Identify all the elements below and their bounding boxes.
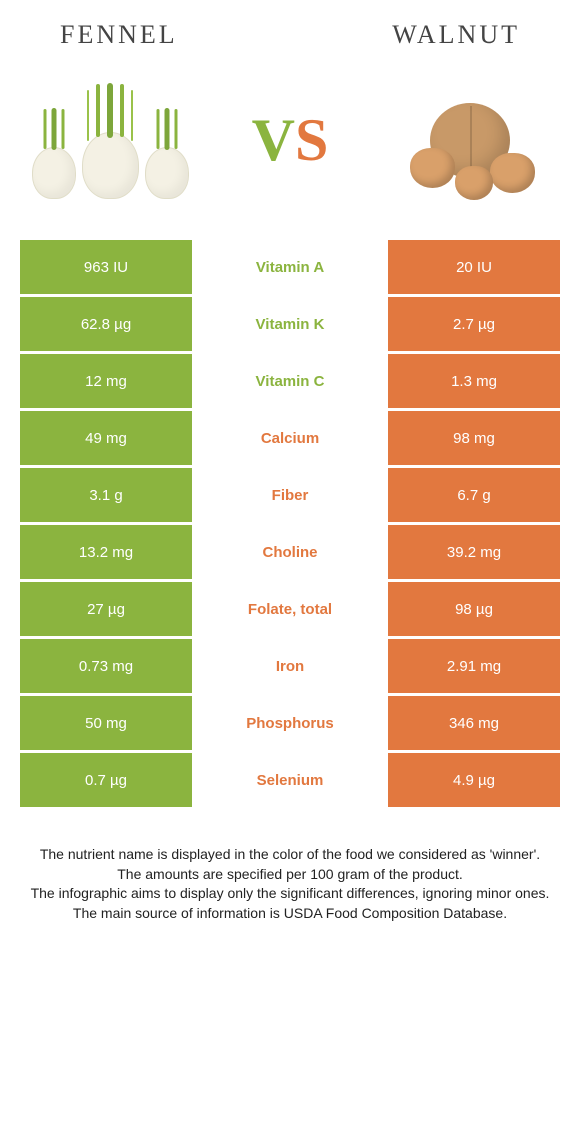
table-row: 13.2 mgCholine39.2 mg [20,525,560,582]
vs-label: VS [252,106,329,175]
header-row: FENNEL WALNUT [0,0,580,60]
vs-v: V [252,107,295,173]
fennel-value: 0.7 µg [20,753,192,810]
fennel-value: 27 µg [20,582,192,639]
nutrient-name: Selenium [192,753,388,810]
footnote-line: The nutrient name is displayed in the co… [30,845,550,865]
fennel-value: 13.2 mg [20,525,192,582]
nutrient-name: Vitamin A [192,240,388,297]
infographic-container: FENNEL WALNUT VS 963 IUVitamin A20 IU62.… [0,0,580,943]
nutrient-name: Vitamin C [192,354,388,411]
illustration-row: VS [0,60,580,240]
walnut-value: 1.3 mg [388,354,560,411]
table-row: 27 µgFolate, total98 µg [20,582,560,639]
fennel-value: 49 mg [20,411,192,468]
fennel-value: 50 mg [20,696,192,753]
nutrient-name: Choline [192,525,388,582]
food-title-left: FENNEL [60,20,178,50]
walnut-value: 98 mg [388,411,560,468]
footnote-line: The main source of information is USDA F… [30,904,550,924]
fennel-value: 0.73 mg [20,639,192,696]
nutrient-name: Iron [192,639,388,696]
table-row: 50 mgPhosphorus346 mg [20,696,560,753]
nutrient-table: 963 IUVitamin A20 IU62.8 µgVitamin K2.7 … [20,240,560,810]
walnut-value: 20 IU [388,240,560,297]
vs-s: S [295,107,328,173]
footnote-line: The amounts are specified per 100 gram o… [30,865,550,885]
table-row: 3.1 gFiber6.7 g [20,468,560,525]
fennel-value: 3.1 g [20,468,192,525]
table-row: 963 IUVitamin A20 IU [20,240,560,297]
nutrient-name: Vitamin K [192,297,388,354]
nutrient-name: Fiber [192,468,388,525]
table-row: 0.7 µgSelenium4.9 µg [20,753,560,810]
footnote-line: The infographic aims to display only the… [30,884,550,904]
fennel-illustration [30,70,190,210]
walnut-illustration [390,70,550,210]
fennel-value: 62.8 µg [20,297,192,354]
table-row: 62.8 µgVitamin K2.7 µg [20,297,560,354]
walnut-value: 39.2 mg [388,525,560,582]
nutrient-name: Calcium [192,411,388,468]
food-title-right: WALNUT [392,20,520,50]
nutrient-name: Folate, total [192,582,388,639]
fennel-value: 963 IU [20,240,192,297]
walnut-value: 346 mg [388,696,560,753]
walnut-value: 6.7 g [388,468,560,525]
walnut-value: 4.9 µg [388,753,560,810]
nutrient-name: Phosphorus [192,696,388,753]
table-row: 0.73 mgIron2.91 mg [20,639,560,696]
walnut-value: 2.91 mg [388,639,560,696]
footnotes: The nutrient name is displayed in the co… [0,810,580,943]
table-row: 49 mgCalcium98 mg [20,411,560,468]
walnut-value: 98 µg [388,582,560,639]
fennel-value: 12 mg [20,354,192,411]
table-row: 12 mgVitamin C1.3 mg [20,354,560,411]
walnut-value: 2.7 µg [388,297,560,354]
